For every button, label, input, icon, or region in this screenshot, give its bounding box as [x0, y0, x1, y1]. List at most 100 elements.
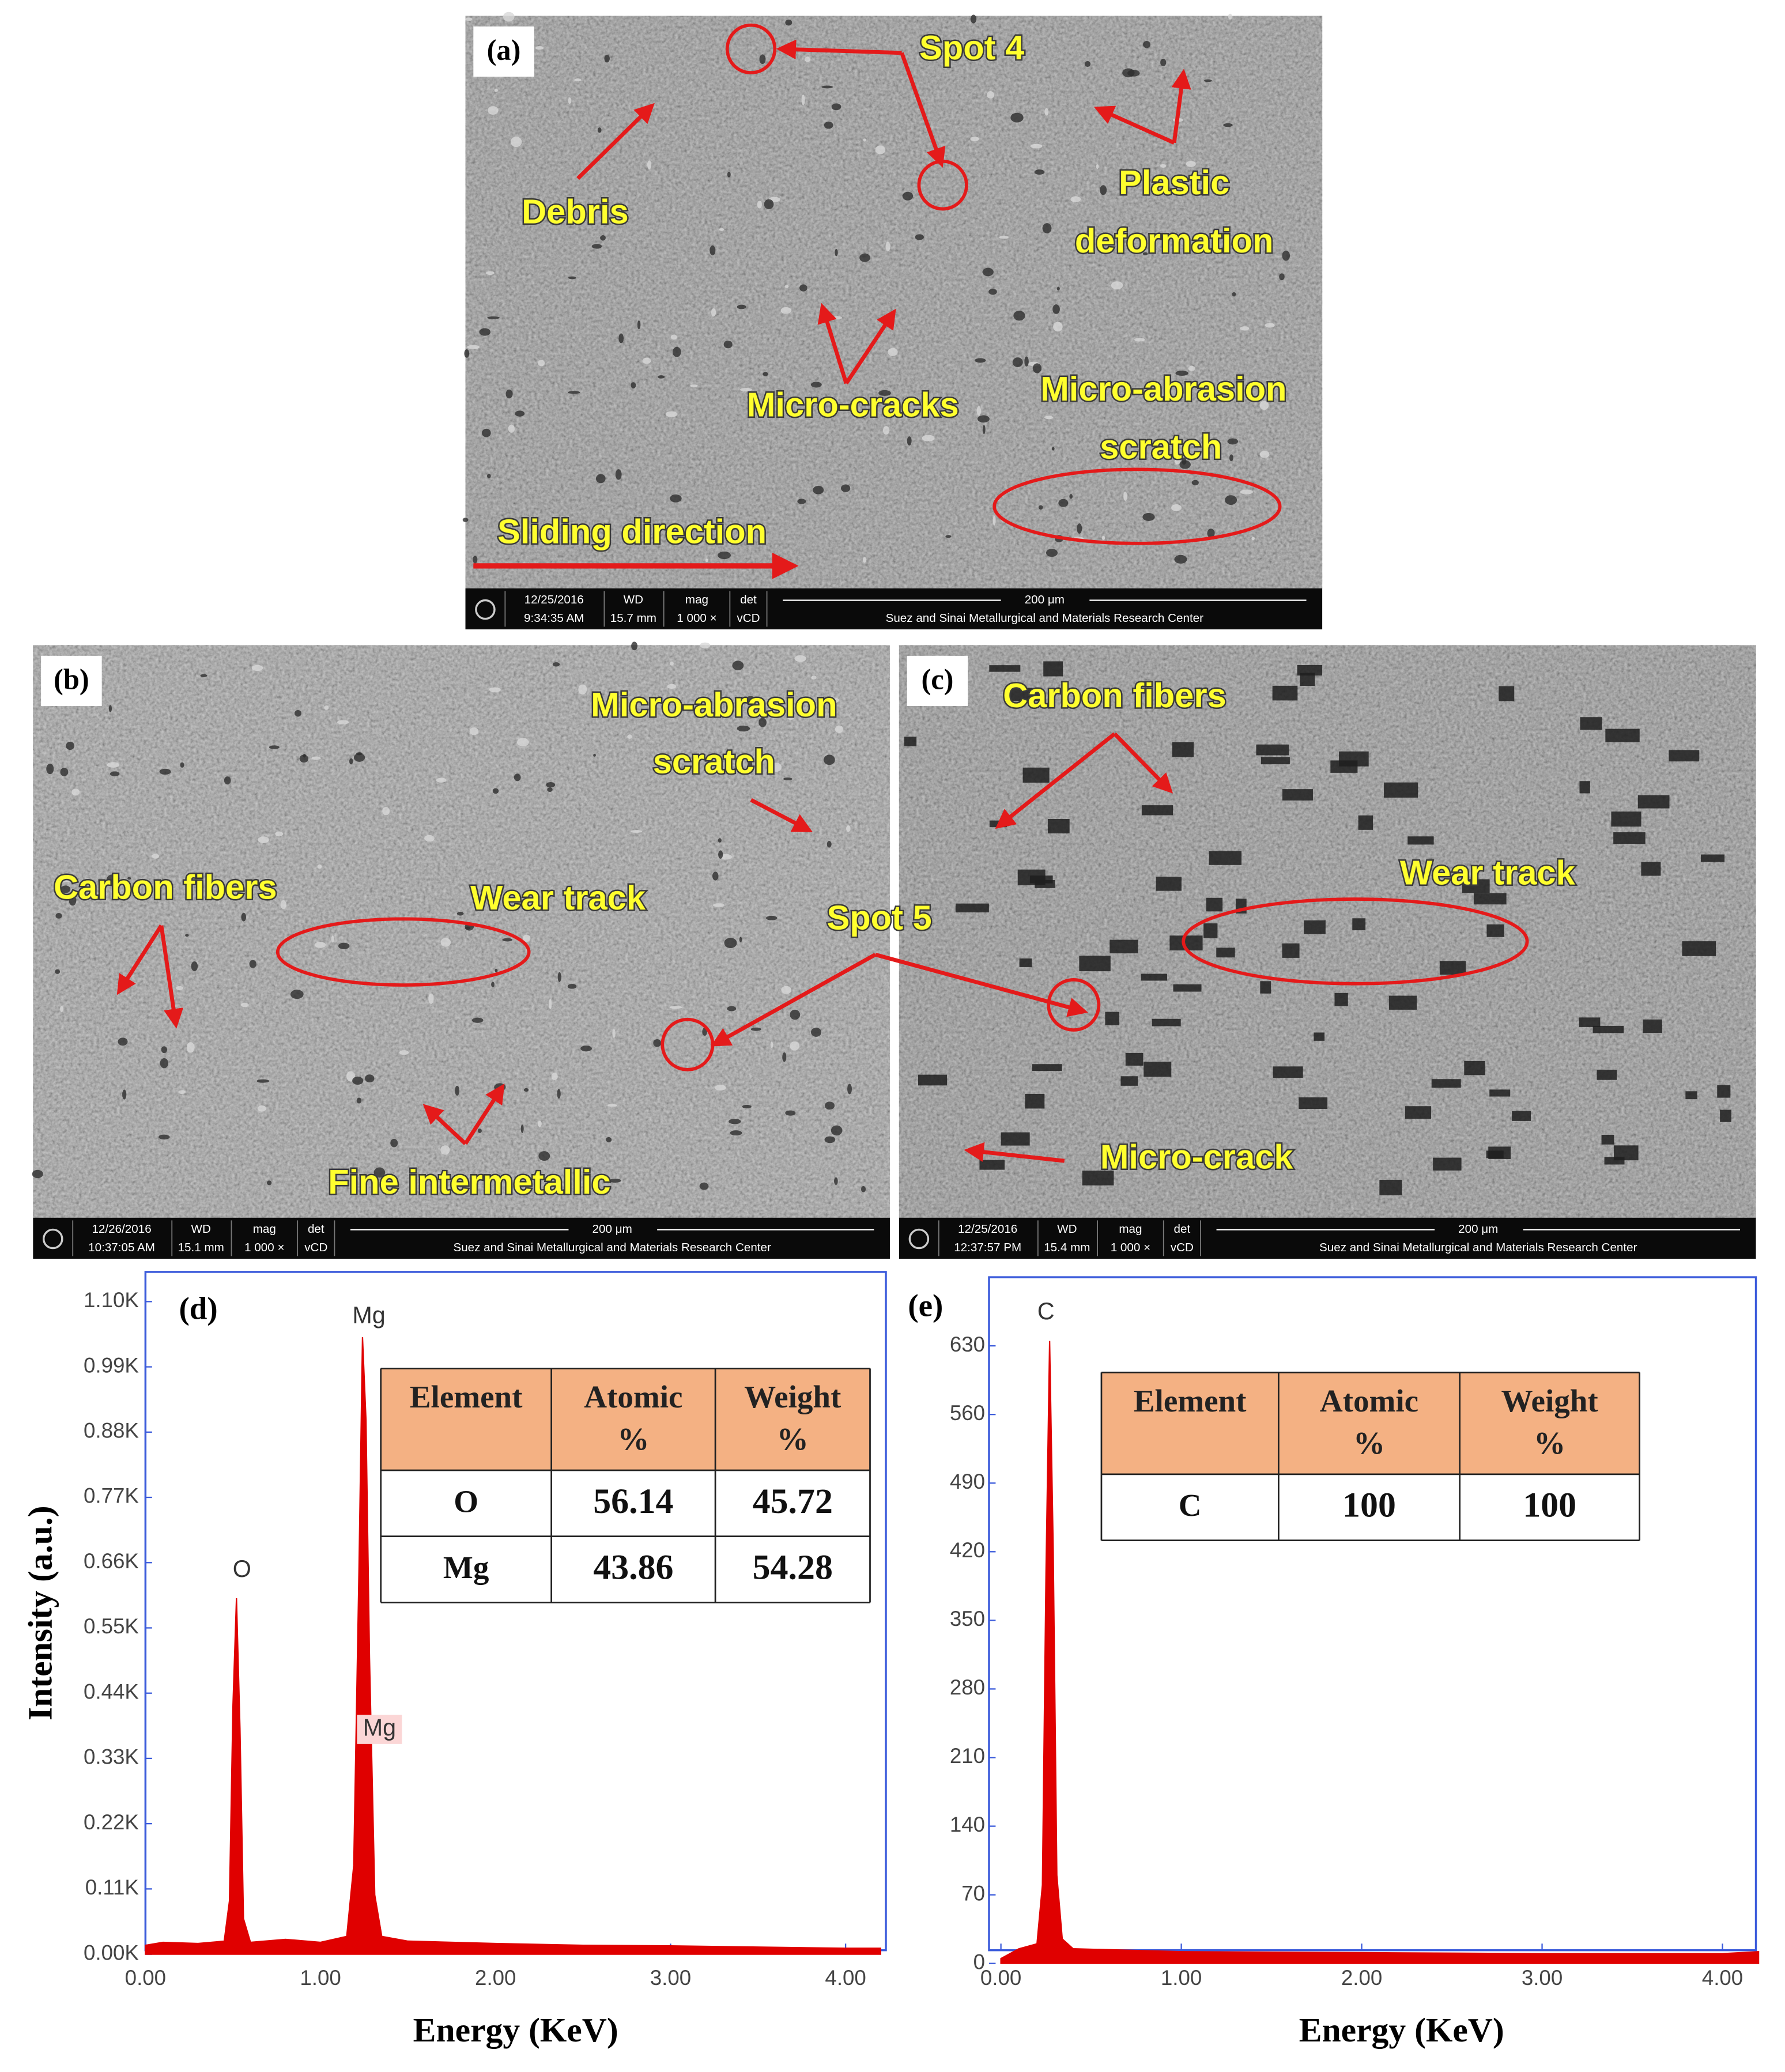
fiber: [1120, 1076, 1138, 1086]
fiber: [1489, 1089, 1511, 1097]
particle: [107, 762, 120, 768]
fiber: [955, 903, 989, 913]
particle: [1046, 549, 1058, 557]
x-axis-title: Energy (KeV): [1299, 2011, 1504, 2049]
particle: [1013, 311, 1025, 321]
particle: [502, 938, 512, 942]
y-tick-label: 0.44K: [84, 1680, 139, 1703]
particle: [595, 474, 606, 484]
arrow: [159, 925, 184, 1029]
arrow: [116, 924, 163, 995]
particle: [485, 271, 495, 275]
composition-table: Element C Atomic% 100 Weight% 100: [1100, 1371, 1641, 1541]
particle: [224, 776, 231, 785]
particle: [290, 990, 304, 999]
particle: [612, 1029, 616, 1038]
particle: [799, 284, 807, 292]
fiber: [989, 665, 1021, 672]
particle: [61, 885, 71, 893]
particle: [1034, 169, 1045, 175]
particle: [1191, 480, 1199, 486]
highlight-ellipse: [1182, 897, 1529, 986]
particle: [1229, 454, 1233, 462]
fiber: [1032, 1064, 1062, 1071]
particle: [902, 191, 914, 201]
particle: [241, 912, 247, 922]
particle: [469, 727, 479, 735]
logo: [475, 599, 496, 620]
particle: [568, 97, 572, 104]
particle: [55, 969, 61, 974]
fiber: [1405, 1106, 1432, 1119]
particle: [256, 1079, 270, 1083]
particle: [515, 410, 525, 417]
particle: [1082, 386, 1095, 391]
particle: [127, 877, 131, 880]
particle: [1101, 535, 1105, 540]
particle: [110, 771, 120, 776]
particle: [510, 137, 522, 148]
particle: [907, 436, 912, 446]
particle: [585, 1180, 590, 1184]
fiber: [1206, 897, 1223, 912]
particle: [107, 874, 120, 882]
particle: [456, 911, 464, 916]
particle: [71, 788, 80, 796]
y-tick-label: 0.88K: [84, 1418, 139, 1442]
particle: [382, 807, 390, 816]
plot-frame: [988, 1276, 1757, 1952]
particle: [746, 696, 755, 702]
particle: [715, 1085, 726, 1091]
particle: [464, 349, 470, 358]
particle: [508, 424, 515, 433]
particle: [568, 391, 580, 394]
particle: [834, 1177, 838, 1185]
info-text: 200 μm: [1458, 1222, 1498, 1236]
particle: [574, 78, 582, 82]
info-text: mag: [253, 1222, 276, 1236]
peak-label: C: [1037, 1298, 1055, 1324]
fiber: [1486, 1150, 1504, 1158]
particle: [759, 54, 766, 65]
particle: [1096, 164, 1099, 169]
particle: [1051, 394, 1055, 402]
particle: [797, 499, 806, 504]
particle: [337, 720, 349, 724]
table-header: Element: [1134, 1383, 1247, 1418]
panel-label: (a): [487, 33, 521, 66]
particle: [627, 734, 632, 739]
panel-label: (d): [179, 1290, 217, 1326]
particle: [1070, 196, 1081, 202]
particle: [108, 705, 112, 712]
particle: [591, 244, 602, 249]
particle: [269, 745, 280, 749]
particle: [55, 913, 62, 919]
particle: [863, 138, 867, 142]
arrow: [710, 953, 877, 1047]
annotation: scratch: [653, 742, 775, 781]
particle: [549, 999, 552, 1009]
fiber: [1172, 742, 1194, 757]
fiber: [1273, 1066, 1303, 1078]
info-text: det: [1174, 1222, 1191, 1236]
fiber: [1022, 767, 1050, 783]
fiber: [1379, 1179, 1402, 1195]
particle: [810, 382, 822, 388]
table-body-bg: [1101, 1474, 1640, 1541]
fiber: [1282, 789, 1313, 801]
particle: [1127, 70, 1140, 77]
particle: [122, 1089, 127, 1100]
x-axis-title: Energy (KeV): [413, 2011, 618, 2049]
particle: [805, 56, 811, 62]
fiber: [1144, 1062, 1172, 1077]
particle: [597, 127, 602, 133]
particle: [552, 662, 560, 667]
y-tick-label: 0.33K: [84, 1745, 139, 1769]
annotation: deformation: [1075, 221, 1274, 260]
label-box: [473, 26, 534, 77]
peak-label: Mg: [363, 1715, 396, 1741]
particle: [832, 316, 843, 320]
fiber: [1125, 1052, 1144, 1066]
fiber: [1082, 1171, 1114, 1186]
particle: [821, 85, 833, 89]
